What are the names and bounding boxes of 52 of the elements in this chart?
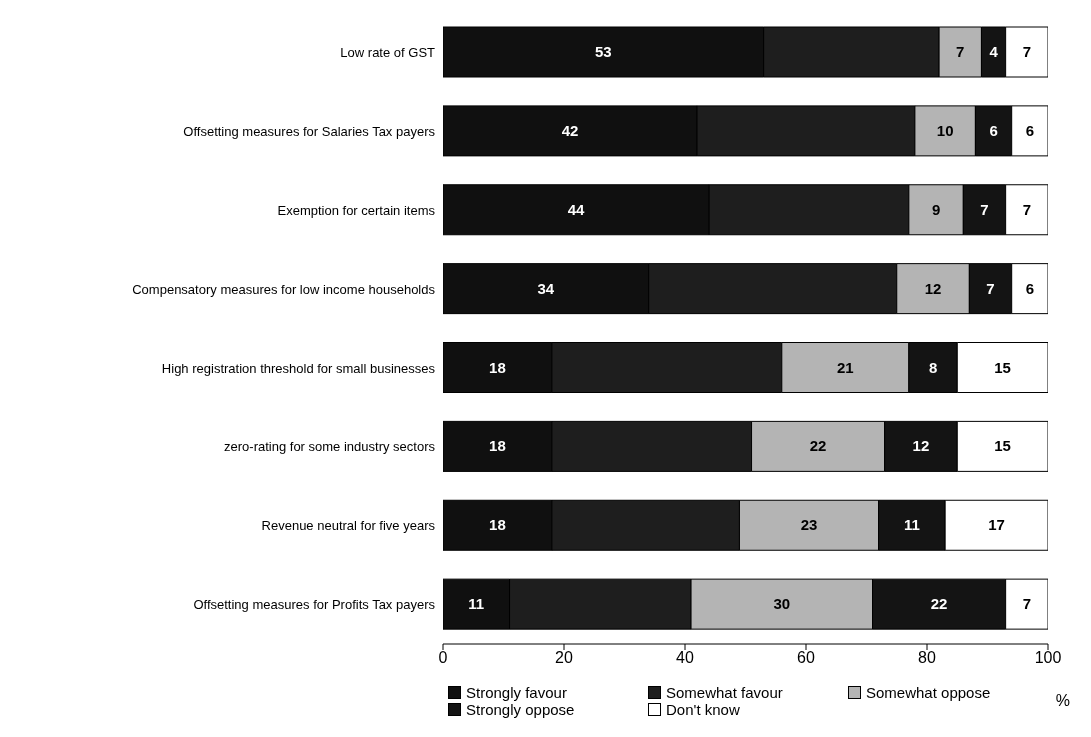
data-label: 53: [594, 43, 612, 60]
y-tick-label: Compensatory measures for low income households: [132, 281, 436, 297]
data-label: 11: [468, 595, 485, 613]
y-tick-label: zero-rating for some industry sectors: [224, 439, 436, 455]
y-tick-label: Revenue neutral for five years: [261, 518, 436, 534]
data-label: 11: [903, 516, 920, 534]
data-label: 15: [994, 437, 1011, 455]
legend-label: Don't know: [666, 701, 740, 718]
data-label: 6: [1025, 279, 1035, 297]
y-tick-label: Low rate of GST: [340, 45, 436, 61]
y-tick-label: Offsetting measures for Salaries Tax payers: [183, 123, 436, 139]
y-tick-label: High registration threshold for small businesses: [161, 360, 436, 376]
data-label: 34: [537, 279, 555, 297]
data-label: 22: [930, 595, 948, 613]
data-label: 42: [561, 121, 579, 139]
x-axis-title: %: [1055, 692, 1070, 709]
data-label: 9: [931, 200, 941, 218]
data-label: 18: [489, 358, 506, 376]
data-label: 22: [809, 437, 827, 455]
data-label: 7: [986, 279, 995, 297]
data-label: 18: [489, 437, 506, 455]
data-label: 8: [928, 358, 938, 376]
data-label: 10: [936, 121, 954, 139]
data-label: 12: [912, 437, 930, 455]
data-label: 7: [980, 200, 989, 218]
data-label: 7: [956, 43, 965, 60]
data-label: 7: [1022, 43, 1031, 60]
data-label: 7: [1022, 595, 1031, 613]
y-tick-label: Offsetting measures for Profits Tax payers: [193, 597, 436, 613]
data-label: 21: [836, 358, 854, 376]
x-tick-label: 100: [1034, 649, 1062, 667]
legend-label: Strongly favour: [466, 684, 567, 701]
x-tick-label: 0: [438, 649, 448, 667]
data-label: 44: [567, 200, 586, 218]
x-tick-label: 60: [797, 649, 815, 667]
data-label: 7: [1022, 200, 1031, 218]
x-tick-label: 20: [555, 649, 573, 667]
data-label: 6: [989, 121, 998, 139]
data-label: 18: [489, 516, 506, 534]
data-label: 6: [1025, 121, 1035, 139]
data-label: 17: [988, 516, 1005, 534]
data-label: 15: [994, 358, 1011, 376]
legend-label: Somewhat favour: [666, 684, 783, 701]
y-tick-label: Exemption for certain items: [277, 202, 436, 218]
legend-label: Strongly oppose: [466, 701, 575, 718]
data-label: 12: [924, 279, 942, 297]
legend-label: Somewhat oppose: [866, 684, 991, 701]
x-tick-label: 40: [676, 649, 694, 667]
data-label: 30: [773, 595, 791, 613]
x-tick-label: 80: [918, 649, 936, 667]
data-label: 23: [800, 516, 818, 534]
data-label: 4: [989, 43, 999, 60]
